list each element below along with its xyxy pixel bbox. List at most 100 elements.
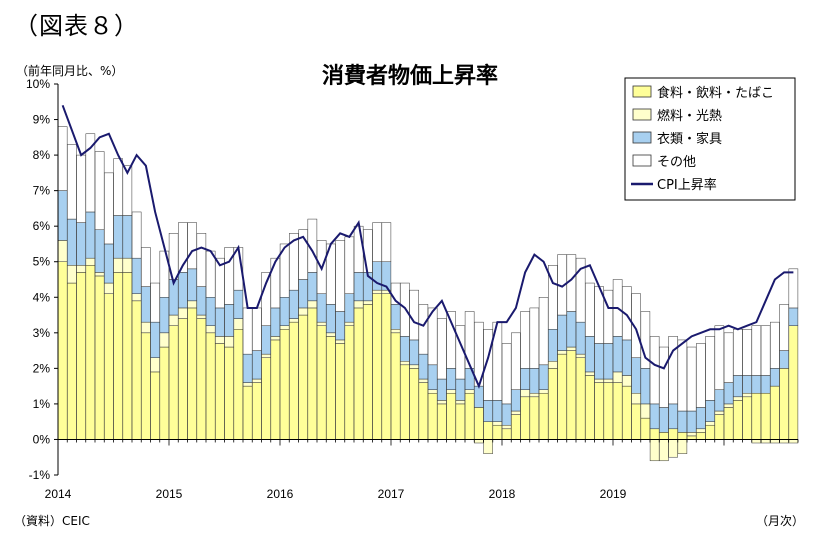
- bar-segment-1: [714, 410, 725, 415]
- bar-segment-1: [279, 325, 290, 330]
- bar-segment-2: [770, 368, 780, 387]
- bar-segment-2: [242, 353, 253, 383]
- bar-segment-0: [141, 332, 151, 440]
- bar-segment-3: [122, 165, 133, 216]
- bar-segment-0: [492, 424, 503, 440]
- bar-segment-2: [113, 215, 123, 259]
- bar-segment-0: [446, 393, 456, 440]
- bar-segment-3: [520, 311, 530, 369]
- bar-segment-0: [538, 393, 549, 440]
- bar-segment-2: [187, 268, 197, 302]
- bar-segment-3: [252, 307, 262, 351]
- bar-segment-0: [233, 329, 244, 440]
- legend-swatch-3: [632, 154, 652, 167]
- bar-segment-2: [85, 211, 96, 259]
- x-tick-label: 2014: [45, 487, 72, 501]
- bar-segment-1: [538, 389, 549, 394]
- bar-segment-0: [649, 428, 660, 440]
- bar-segment-1: [548, 361, 558, 369]
- bar-segment-0: [529, 396, 540, 440]
- bar-segment-3: [538, 297, 549, 366]
- bar-segment-2: [631, 357, 641, 394]
- bar-segment-2: [474, 385, 484, 408]
- bar-segment-0: [400, 364, 410, 440]
- bar-segment-2: [76, 222, 86, 266]
- bar-segment-2: [686, 410, 697, 433]
- bar-segment-3: [131, 211, 142, 259]
- legend-swatch-1: [632, 108, 652, 121]
- bar-segment-0: [677, 432, 688, 440]
- bar-segment-0: [770, 385, 780, 440]
- bar-segment-0: [94, 275, 105, 440]
- bar-segment-0: [67, 282, 77, 440]
- bar-segment-0: [224, 346, 234, 440]
- bar-segment-2: [437, 378, 447, 401]
- bar-segment-2: [178, 272, 188, 309]
- bar-segment-2: [566, 311, 577, 348]
- figure-label: （図表８）: [14, 12, 139, 40]
- bar-segment-2: [760, 375, 771, 394]
- bar-segment-3: [760, 325, 771, 376]
- bar-segment-0: [696, 432, 706, 440]
- bar-segment-3: [335, 240, 345, 312]
- bar-segment-2: [326, 304, 336, 334]
- bar-segment-2: [390, 304, 401, 330]
- bar-segment-0: [548, 368, 558, 440]
- bar-segment-2: [159, 297, 170, 334]
- bar-segment-1: [168, 314, 179, 326]
- bar-segment-3: [141, 247, 151, 287]
- x-tick-label: 2019: [600, 487, 627, 501]
- bar-segment-0: [511, 414, 521, 440]
- bar-segment-2: [612, 336, 623, 373]
- bar-segment-1: [85, 257, 96, 266]
- bar-segment-1: [464, 389, 475, 394]
- bar-segment-0: [353, 307, 364, 440]
- bar-segment-1: [353, 300, 364, 309]
- bar-segment-3: [529, 307, 540, 369]
- bar-segment-0: [585, 375, 595, 440]
- bar-segment-2: [668, 403, 678, 430]
- bar-segment-1: [483, 439, 493, 454]
- bar-segment-0: [205, 332, 216, 440]
- bar-segment-3: [372, 222, 382, 262]
- legend-label-4: CPI上昇率: [657, 177, 717, 193]
- bar-segment-1: [363, 300, 373, 305]
- bar-segment-1: [659, 439, 669, 462]
- bar-segment-1: [289, 318, 299, 323]
- y-tick-label: 9%: [33, 113, 51, 127]
- bar-segment-0: [289, 321, 299, 440]
- y-tick-label: 4%: [33, 290, 51, 304]
- y-tick-label: -1%: [29, 468, 51, 482]
- bar-segment-3: [205, 250, 216, 298]
- bar-segment-2: [585, 336, 595, 373]
- bar-segment-1: [233, 318, 244, 330]
- source-note: （資料）CEIC: [14, 514, 90, 528]
- bar-segment-2: [575, 321, 586, 355]
- bar-segment-3: [409, 289, 419, 341]
- bar-segment-3: [659, 346, 669, 408]
- bar-segment-2: [261, 325, 271, 355]
- legend-label-0: 食料・飲料・たばこ: [657, 85, 774, 101]
- bar-segment-3: [104, 172, 114, 245]
- bar-segment-1: [344, 321, 355, 326]
- bar-segment-3: [196, 233, 207, 287]
- bar-segment-0: [390, 332, 401, 440]
- bar-segment-1: [409, 364, 419, 369]
- bar-segment-0: [344, 325, 355, 440]
- bar-segment-3: [742, 329, 752, 376]
- bar-segment-0: [159, 346, 170, 440]
- bar-segment-2: [779, 350, 789, 369]
- bar-segment-3: [418, 304, 429, 355]
- bar-segment-2: [603, 343, 614, 380]
- bar-segment-2: [215, 307, 225, 337]
- bar-segment-2: [538, 364, 549, 390]
- y-tick-label: 7%: [33, 184, 51, 198]
- bar-segment-0: [603, 382, 614, 440]
- bar-segment-0: [57, 261, 68, 440]
- bar-segment-0: [575, 357, 586, 440]
- legend-label-1: 燃料・光熱: [657, 108, 722, 124]
- bar-segment-1: [104, 282, 114, 294]
- bar-segment-0: [363, 304, 373, 440]
- bar-segment-0: [131, 300, 142, 440]
- bar-segment-0: [437, 403, 447, 440]
